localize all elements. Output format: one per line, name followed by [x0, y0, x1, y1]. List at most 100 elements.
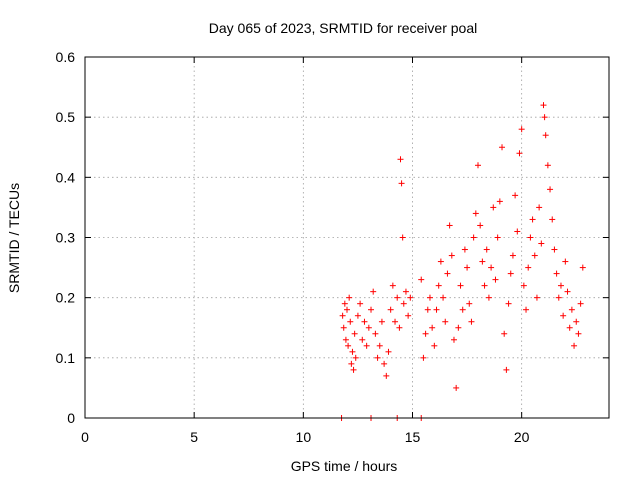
data-point — [516, 150, 523, 157]
data-point — [512, 192, 519, 199]
data-point — [354, 312, 361, 319]
data-point — [499, 144, 506, 151]
data-point — [433, 306, 440, 313]
plot-area-frame — [84, 56, 610, 419]
data-point — [435, 282, 442, 289]
data-point — [370, 288, 377, 295]
data-point — [455, 324, 462, 331]
data-point — [577, 300, 584, 307]
data-point — [566, 324, 573, 331]
data-point — [347, 318, 354, 325]
data-point — [562, 258, 569, 265]
data-point — [575, 330, 582, 337]
data-point — [399, 234, 406, 241]
data-point — [538, 240, 545, 247]
x-tick-label: 5 — [190, 429, 198, 445]
y-tick-label: 0.5 — [56, 109, 76, 125]
data-point — [400, 300, 407, 307]
data-point — [363, 342, 370, 349]
data-point — [481, 282, 488, 289]
x-axis-label: GPS time / hours — [291, 458, 398, 474]
data-point — [422, 330, 429, 337]
x-tick-label: 20 — [514, 429, 530, 445]
data-point — [453, 384, 460, 391]
data-point — [483, 246, 490, 253]
axis-layer: 0 0.1 0.2 0.3 0.4 0.5 0.6 0 5 10 15 20 — [56, 49, 609, 445]
data-point — [501, 330, 508, 337]
data-point — [479, 258, 486, 265]
data-point — [448, 252, 455, 259]
data-point — [418, 276, 425, 283]
data-point — [541, 114, 548, 121]
data-point — [470, 234, 477, 241]
data-point — [392, 318, 399, 325]
data-point — [381, 360, 388, 367]
data-point — [346, 294, 353, 301]
x-tick-label: 15 — [405, 429, 421, 445]
data-point — [503, 366, 510, 373]
y-tick-label: 0.3 — [56, 230, 76, 246]
data-point — [553, 270, 560, 277]
data-point — [383, 372, 390, 379]
data-point — [420, 354, 427, 361]
data-point — [457, 282, 464, 289]
x-tick-label: 0 — [81, 429, 89, 445]
data-point — [579, 264, 586, 271]
data-point — [359, 336, 366, 343]
data-point — [342, 336, 349, 343]
data-point — [557, 282, 564, 289]
data-point — [368, 306, 375, 313]
data-point — [344, 306, 350, 313]
data-point — [424, 306, 431, 313]
data-point — [374, 354, 381, 361]
data-point — [549, 216, 556, 223]
x-tick-label: 10 — [296, 429, 312, 445]
data-point — [345, 342, 352, 349]
chart-title: Day 065 of 2023, SRMTID for receiver poa… — [209, 20, 477, 36]
data-point — [485, 294, 492, 301]
data-point — [536, 204, 543, 211]
data-point — [540, 102, 547, 109]
data-point — [389, 282, 396, 289]
data-point — [490, 204, 497, 211]
data-point — [426, 294, 433, 301]
data-point — [542, 132, 549, 139]
y-tick-label: 0.2 — [56, 290, 76, 306]
data-point — [555, 294, 562, 301]
data-point — [339, 312, 346, 319]
data-point — [568, 306, 575, 313]
data-point — [407, 294, 414, 301]
data-point — [468, 318, 475, 325]
data-point — [341, 300, 348, 307]
data-point — [398, 180, 405, 187]
data-point — [387, 306, 394, 313]
data-point — [514, 228, 521, 235]
data-point — [440, 294, 447, 301]
data-point — [488, 264, 495, 271]
data-point — [444, 270, 451, 277]
data-point — [507, 270, 514, 277]
data-point — [527, 234, 534, 241]
data-point — [352, 354, 359, 361]
data-point — [351, 330, 358, 337]
y-tick-label: 0.1 — [56, 350, 76, 366]
data-point — [520, 282, 527, 289]
data-point — [442, 318, 449, 325]
data-point — [350, 366, 357, 373]
data-point — [394, 294, 401, 301]
points-layer — [338, 102, 586, 421]
data-point — [385, 348, 392, 355]
y-axis-label: SRMTID / TECUs — [6, 183, 22, 293]
data-point — [505, 300, 512, 307]
data-point — [571, 342, 578, 349]
data-point — [531, 252, 538, 259]
data-point — [361, 318, 368, 325]
data-point — [475, 162, 481, 169]
data-point — [340, 324, 347, 331]
y-tick-label: 0.6 — [56, 49, 76, 65]
data-point — [378, 318, 385, 325]
data-point — [523, 306, 530, 313]
data-point — [405, 312, 412, 319]
